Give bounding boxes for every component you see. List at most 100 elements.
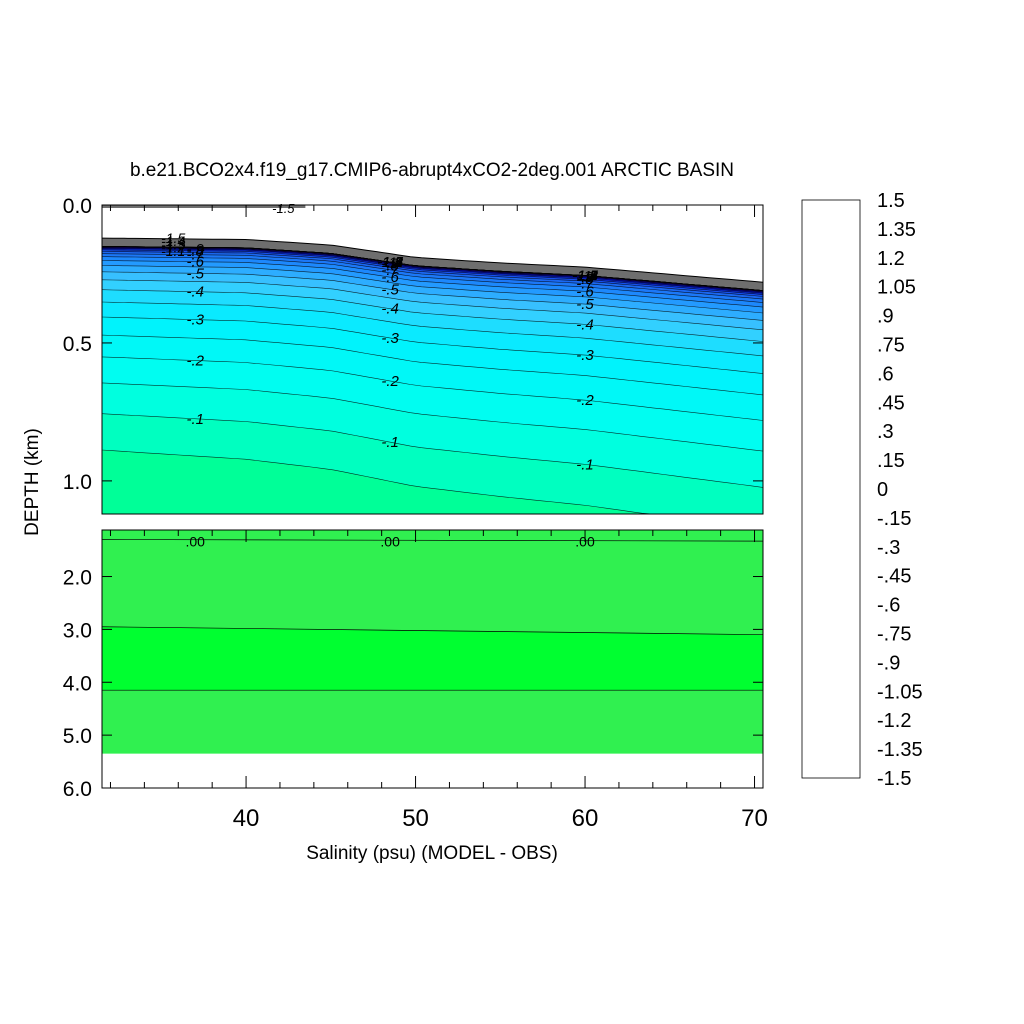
contour-label: -.2: [186, 353, 204, 370]
x-axis: 40 50 60 70: [109, 205, 768, 832]
contour-line: [101, 289, 764, 342]
contour-label: -.8: [186, 243, 204, 260]
contour-line: [101, 356, 764, 421]
contour-label: -.6: [576, 283, 594, 300]
contour-label: -1.3: [161, 236, 185, 252]
contour-label: -.1: [381, 434, 399, 451]
y-axis-title: DEPTH (km): [22, 428, 43, 536]
colorbar-label: -1.2: [877, 710, 911, 732]
contour-label: -.1: [576, 456, 594, 473]
contour-line: [101, 626, 764, 636]
contour-label: -.7: [186, 247, 204, 264]
contour-line: [101, 260, 764, 308]
contour-label: -1.5: [572, 267, 599, 284]
contour-label: -.8: [576, 271, 594, 288]
contour-label: -1.1: [161, 243, 185, 259]
surface-edge-line: [101, 237, 764, 283]
contour-label: -.4: [576, 316, 594, 333]
colorbar-label: .15: [877, 450, 905, 472]
lower-panel-fill: [101, 530, 764, 754]
lower-panel-frame: [101, 529, 764, 789]
upper-panel-fill: [102, 238, 763, 514]
contour-label: -.3: [186, 312, 204, 329]
colorbar-label: -1.05: [877, 681, 923, 703]
contour-label: -1.3: [572, 267, 599, 284]
colorbar-label: -1.35: [877, 739, 923, 761]
contour-line: [101, 256, 764, 303]
contour-line: [101, 279, 764, 331]
colorbar-label: 0: [877, 479, 888, 501]
y-tick-label: 0.0: [63, 195, 92, 218]
colorbar-frame: [801, 199, 861, 779]
contour-line: [101, 413, 764, 488]
colorbar-label: -.3: [877, 537, 900, 559]
colorbar: 1.5 1.35 1.2 1.05 .9 .75 .6 .45 .3 .15 0 -.15 -.3 -.4…: [801, 190, 923, 790]
contour-label: -1.1: [377, 254, 403, 271]
contour-label: -1.1: [572, 268, 598, 285]
contour-label: -1: [578, 268, 591, 285]
colorbar-label: 1.35: [877, 219, 916, 241]
x-tick-label: 70: [741, 805, 768, 832]
contour-label: -1.5: [377, 254, 404, 271]
y-tick-label: 6.0: [63, 778, 92, 801]
x-tick-label: 60: [572, 805, 599, 832]
lower-panel-band: [102, 626, 763, 691]
contour-line: [101, 248, 764, 294]
contour-label: -.8: [381, 258, 399, 275]
upper-panel: -.9-.8-.7-.6-.5-.4-.3-.2-.1-1.5-1.4-1.3-…: [63, 195, 764, 515]
colorbar-label: 1.2: [877, 248, 905, 270]
contour-label: -1.3: [377, 254, 404, 271]
colorbar-label: -.15: [877, 508, 911, 530]
contour-label: -.5: [576, 296, 594, 313]
contour-label: -.7: [381, 262, 399, 279]
contour-label: -.9: [381, 256, 399, 273]
contour-label: -.9: [186, 241, 204, 258]
contour-label: -1.2: [572, 267, 599, 284]
contour-label: .00: [185, 534, 205, 550]
contour-line: [101, 382, 764, 452]
contour-label: -.9: [576, 269, 594, 286]
contour-line: [101, 539, 764, 542]
contour-line: [101, 265, 764, 314]
y-tick-label: 1.0: [63, 471, 92, 494]
contour-line: [101, 249, 764, 295]
contour-label: -1.4: [377, 254, 403, 271]
colorbar-label: -.75: [877, 624, 911, 646]
lower-panel: .00.00.00 2.03.04.05.06.0 40 50 60 70: [63, 205, 768, 832]
x-tick-label: 40: [233, 805, 260, 832]
y-tick-label: 2.0: [63, 567, 92, 590]
contour-line: [101, 271, 764, 321]
lower-y-axis: 2.0 3.0 4.0 5.0 6.0: [63, 567, 763, 801]
colorbar-label: .75: [877, 335, 905, 357]
contour-label: -.4: [381, 301, 399, 318]
contour-label: -1: [383, 255, 396, 272]
contour-line: [101, 246, 764, 291]
y-tick-label: 5.0: [63, 725, 92, 748]
colorbar-label: 1.05: [877, 277, 916, 299]
contour-line: [101, 301, 764, 357]
contour-label: .00: [380, 534, 400, 550]
contour-label: -1.4: [572, 267, 598, 284]
x-axis-title: Salinity (psu) (MODEL - OBS): [306, 843, 558, 864]
chart-title: b.e21.BCO2x4.f19_g17.CMIP6-abrupt4xCO2-2…: [130, 160, 734, 181]
y-tick-label: 0.5: [63, 333, 92, 356]
contour-band: [102, 238, 763, 291]
contour-label: -.6: [186, 254, 204, 271]
y-tick-label: 3.0: [63, 619, 92, 642]
contour-line: [101, 247, 764, 292]
contour-label: -.3: [381, 330, 399, 347]
contour-line: [101, 251, 764, 297]
y-tick-label: 4.0: [63, 672, 92, 695]
colorbar-label: .45: [877, 392, 905, 414]
contour-label: -1.5: [161, 230, 185, 246]
colorbar-label: -1.5: [877, 768, 911, 790]
contour-label: -.5: [186, 265, 204, 282]
contour-label: -.4: [186, 284, 204, 301]
upper-panel-contour-labels: -.9-.8-.7-.6-.5-.4-.3-.2-.1-1.5-1.4-1.3-…: [161, 201, 598, 473]
colorbar-label: -.45: [877, 566, 911, 588]
colorbar-label: .3: [877, 421, 894, 443]
contour-label: -.3: [576, 347, 594, 364]
contour-label: -.2: [381, 373, 399, 390]
contour-label: -1.5: [272, 201, 295, 216]
